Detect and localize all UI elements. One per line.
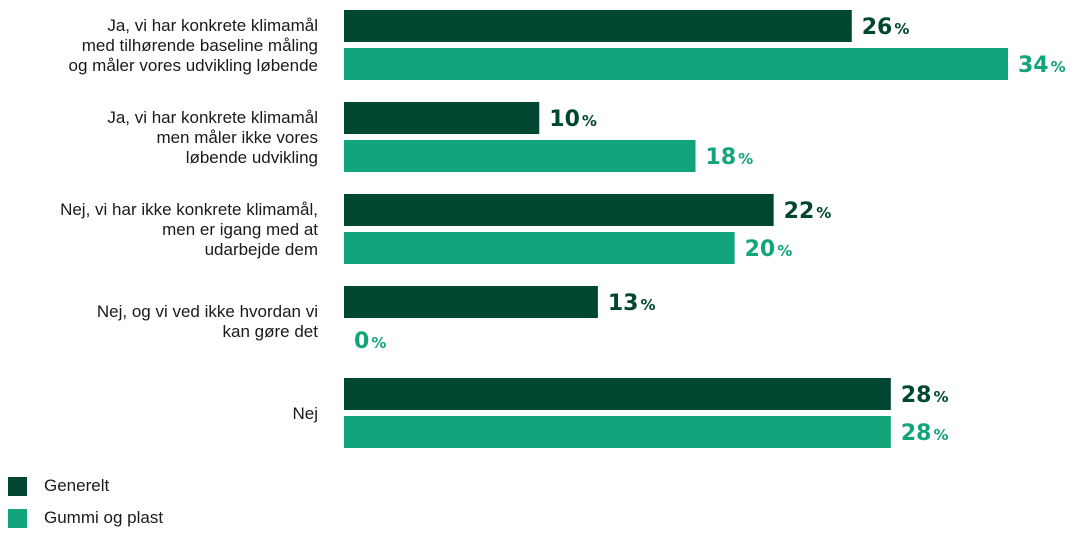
category-label-line: med tilhørende baseline måling [82, 36, 318, 55]
legend: Generelt Gummi og plast [8, 476, 163, 540]
value-label-generelt: 13% [608, 291, 656, 316]
value-label-generelt: 22% [784, 199, 832, 224]
category-label: Ja, vi har konkrete klimamål men måler ik… [107, 108, 318, 167]
legend-item-gummi-og-plast: Gummi og plast [8, 508, 163, 528]
value-label-gummi-og-plast: 20% [745, 237, 793, 262]
bar-generelt [344, 194, 774, 226]
category-label-line: udarbejde dem [205, 240, 318, 259]
bar-gummi-og-plast [344, 416, 891, 448]
category-label: Nej, vi har ikke konkrete klimamål, men e… [60, 200, 318, 259]
value-label-gummi-og-plast: 0% [354, 329, 386, 354]
category-label-line: men er igang med at [162, 220, 318, 239]
bar-generelt [344, 378, 891, 410]
bar-gummi-og-plast [344, 48, 1008, 80]
value-label-generelt: 10% [549, 107, 597, 132]
category-label-line: løbende udvikling [186, 148, 318, 167]
category-label-line: Nej [292, 404, 318, 423]
legend-swatch-gummi-og-plast [8, 508, 27, 528]
value-label-gummi-og-plast: 18% [706, 145, 754, 170]
category-label-line: Ja, vi har konkrete klimamål [107, 16, 318, 35]
value-label-gummi-og-plast: 34% [1018, 53, 1066, 78]
bar-generelt [344, 286, 598, 318]
bar-gummi-og-plast [344, 140, 696, 172]
category-label-line: kan gøre det [223, 322, 319, 341]
legend-item-generelt: Generelt [8, 476, 163, 496]
bar-generelt [344, 10, 852, 42]
value-label-generelt: 26% [862, 15, 910, 40]
category-label-line: men måler ikke vores [156, 128, 318, 147]
category-label-line: Nej, og vi ved ikke hvordan vi [97, 302, 318, 321]
category-label-line: Ja, vi har konkrete klimamål [107, 108, 318, 127]
legend-label-generelt: Generelt [44, 476, 110, 495]
legend-label-gummi-og-plast: Gummi og plast [44, 508, 164, 527]
category-label-line: Nej, vi har ikke konkrete klimamål, [60, 200, 318, 219]
bar-chart: Ja, vi har konkrete klimamål med tilhøren… [60, 10, 1066, 448]
category-label-line: og måler vores udvikling løbende [69, 56, 318, 75]
category-label: Nej, og vi ved ikke hvordan vi kan gøre d… [97, 302, 318, 341]
bar-generelt [344, 102, 540, 134]
category-label: Nej [292, 404, 318, 423]
category-label: Ja, vi har konkrete klimamål med tilhøren… [69, 16, 318, 75]
legend-swatch-generelt [8, 476, 27, 496]
value-label-gummi-og-plast: 28% [901, 421, 949, 446]
bar-gummi-og-plast [344, 232, 735, 264]
value-label-generelt: 28% [901, 383, 949, 408]
